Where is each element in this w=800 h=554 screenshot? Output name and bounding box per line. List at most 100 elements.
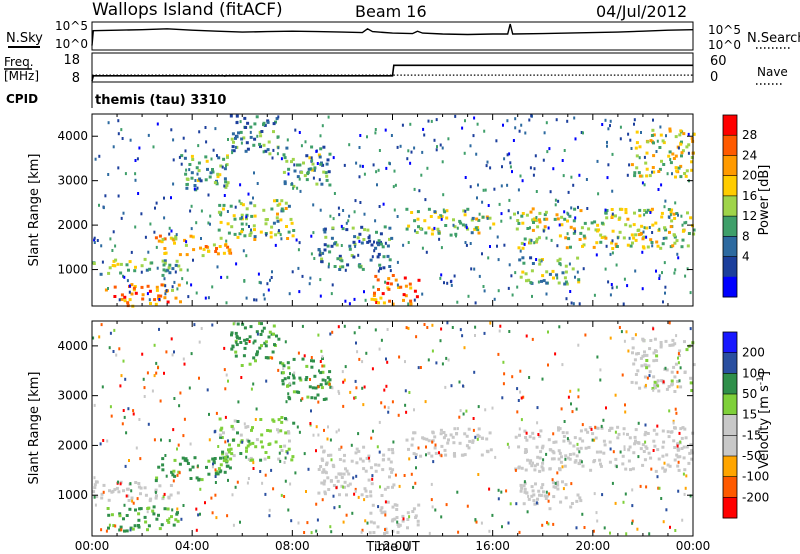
scatter-echo <box>357 253 360 257</box>
echo-cell <box>445 209 449 213</box>
echo-cell <box>322 482 326 486</box>
scatter-echo <box>235 262 238 266</box>
echo-cell <box>150 261 154 265</box>
echo-cell <box>287 167 291 171</box>
scatter-echo <box>677 146 680 150</box>
scatter-echo <box>555 118 558 122</box>
echo-cell <box>264 149 268 153</box>
echo-cell <box>311 386 315 390</box>
echo-cell <box>252 224 256 228</box>
scatter-echo <box>321 124 324 128</box>
echo-cell <box>667 154 671 158</box>
echo-cell <box>310 359 313 363</box>
echo-cell <box>258 130 262 134</box>
echo-cell <box>439 428 443 432</box>
scatter-echo <box>144 235 147 239</box>
echo-cell <box>682 132 686 136</box>
echo-cell <box>160 523 164 527</box>
echo-cell <box>227 450 231 454</box>
echo-cell <box>662 440 666 444</box>
scatter-echo <box>674 529 677 532</box>
scatter-echo <box>425 453 427 457</box>
echo-cell <box>525 491 529 495</box>
echo-cell <box>670 208 674 212</box>
scatter-echo <box>459 328 462 332</box>
echo-cell <box>519 275 523 279</box>
echo-cell <box>463 213 467 217</box>
scatter-echo <box>375 170 378 174</box>
scatter-echo <box>506 442 509 446</box>
scatter-echo <box>98 335 101 339</box>
echo-cell <box>532 493 536 497</box>
echo-cell <box>256 350 259 354</box>
scatter-echo <box>573 116 576 120</box>
echo-cell <box>219 435 223 439</box>
scatter-echo <box>434 508 437 512</box>
echo-cell <box>531 228 535 232</box>
scatter-echo <box>668 321 671 325</box>
scatter-echo <box>626 173 629 177</box>
echo-cell <box>652 170 656 174</box>
scatter-echo <box>487 204 490 207</box>
echo-cell <box>226 181 230 185</box>
echo-cell <box>245 141 249 145</box>
scatter-echo <box>489 166 492 170</box>
echo-cell <box>272 221 276 225</box>
echo-cell <box>655 382 659 386</box>
scatter-echo <box>123 415 126 419</box>
scatter-echo <box>261 481 264 485</box>
echo-cell <box>680 436 684 440</box>
echo-cell <box>283 156 287 160</box>
scatter-echo <box>475 152 478 156</box>
scatter-echo <box>239 183 242 187</box>
scatter-echo <box>502 360 505 364</box>
x-tick-label: 04:00 <box>175 539 210 553</box>
scatter-echo <box>663 205 666 209</box>
echo-cell <box>517 246 521 250</box>
scatter-echo <box>677 356 679 360</box>
echo-cell <box>313 166 317 170</box>
echo-cell <box>642 246 646 250</box>
scatter-echo <box>378 149 381 152</box>
scatter-echo <box>518 129 521 133</box>
echo-cell <box>239 202 243 206</box>
echo-cell <box>572 231 576 235</box>
scatter-echo <box>331 283 334 287</box>
scatter-echo <box>687 132 690 136</box>
echo-cell <box>679 142 683 146</box>
echo-cell <box>485 449 489 453</box>
echo-cell <box>470 218 474 222</box>
echo-cell <box>573 460 577 464</box>
echo-cell <box>538 456 542 460</box>
echo-cell <box>218 470 222 474</box>
scatter-echo <box>438 237 441 241</box>
echo-cell <box>313 396 317 400</box>
echo-cell <box>327 488 331 491</box>
scatter-echo <box>182 504 185 507</box>
scatter-echo <box>214 127 217 131</box>
echo-cell <box>195 476 199 480</box>
echo-cell <box>523 237 527 241</box>
scatter-echo <box>128 459 130 462</box>
scatter-echo <box>456 427 459 431</box>
scatter-echo <box>488 529 491 533</box>
echo-cell <box>628 445 632 449</box>
scatter-echo <box>368 456 370 460</box>
scatter-echo <box>620 330 623 334</box>
scatter-echo <box>287 392 290 396</box>
echo-cell <box>367 236 371 240</box>
echo-cell <box>657 170 661 173</box>
echo-cell <box>564 236 568 240</box>
echo-cell <box>329 479 333 483</box>
scatter-echo <box>124 172 127 176</box>
echo-cell <box>673 426 677 430</box>
echo-cell <box>199 179 203 183</box>
scatter-echo <box>516 285 519 289</box>
scatter-echo <box>342 380 345 384</box>
scatter-echo <box>205 140 208 144</box>
scatter-echo <box>512 139 515 142</box>
scatter-echo <box>524 131 527 135</box>
echo-cell <box>480 453 484 457</box>
echo-cell <box>664 339 668 343</box>
scatter-echo <box>498 329 501 333</box>
